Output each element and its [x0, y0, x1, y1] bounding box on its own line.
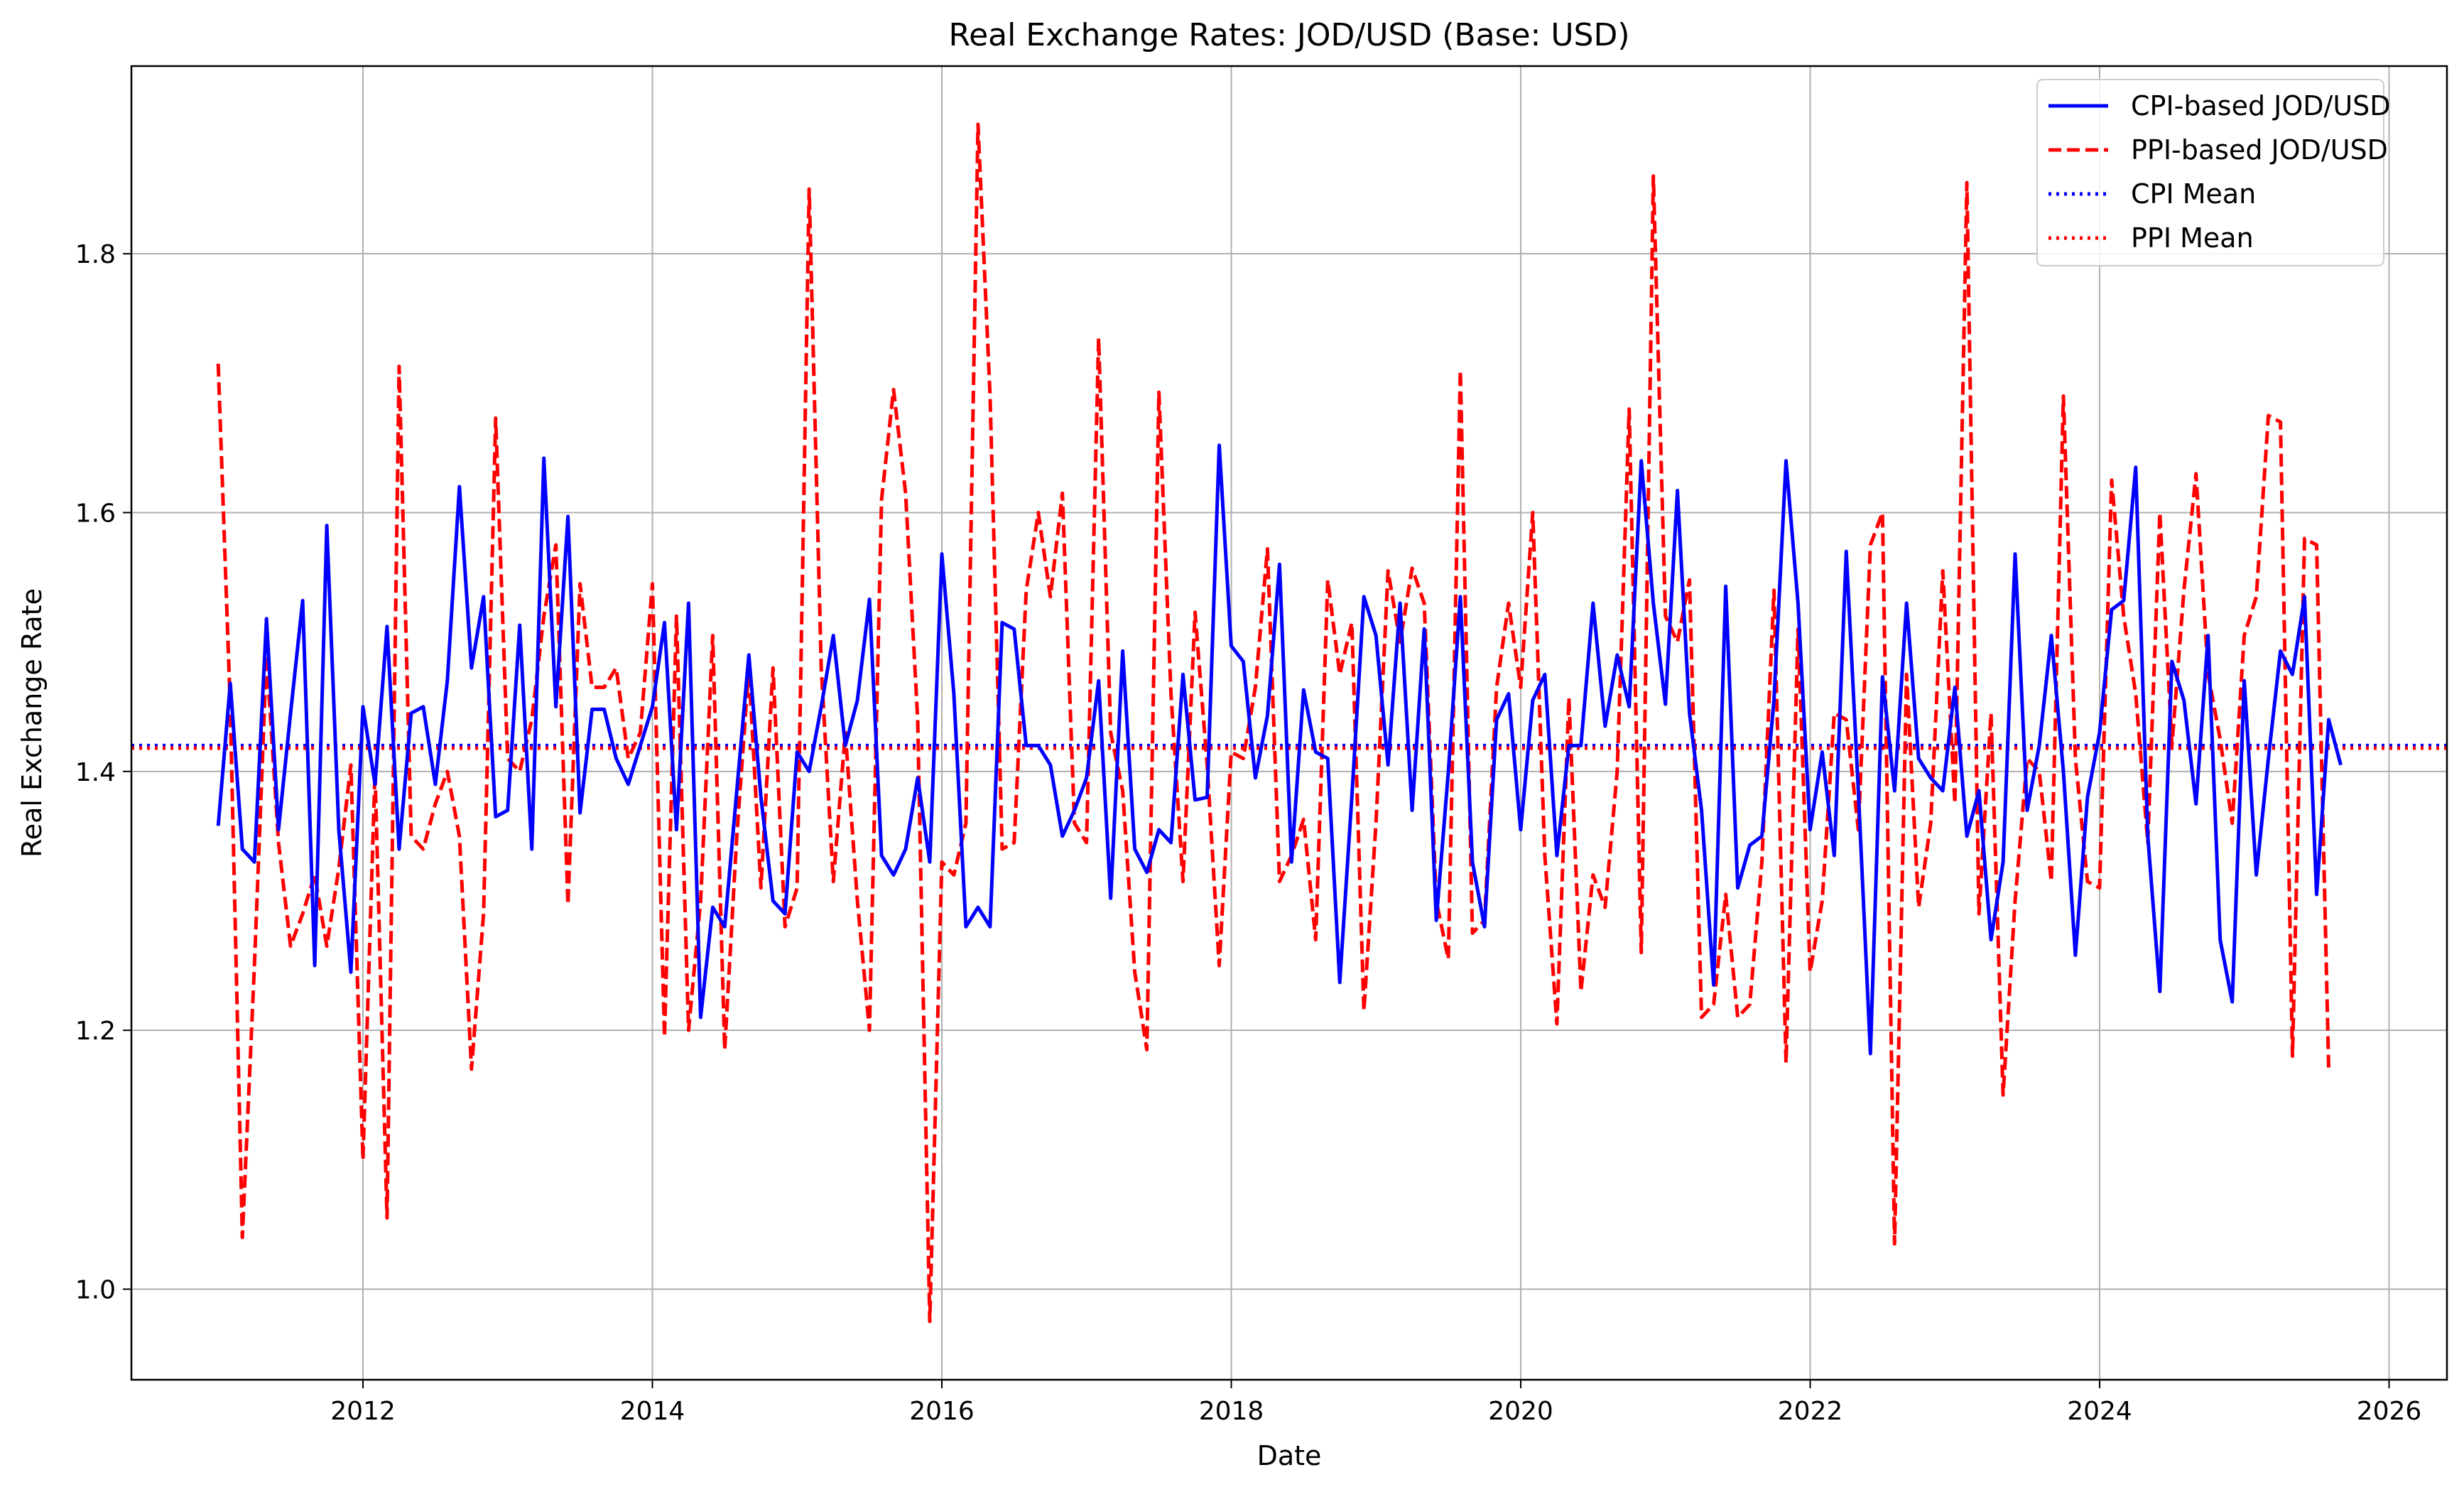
ticks: 2012 2014 2016 2018 2020 2022 2024 2026 1.0 1.2 1.… [75, 240, 2422, 1426]
x-tick-label: 2016 [909, 1397, 975, 1426]
x-tick-label: 2022 [1778, 1397, 1843, 1426]
legend-label: PPI Mean [2131, 222, 2254, 254]
y-tick-label: 1.4 [75, 758, 116, 787]
legend-box [2036, 79, 2384, 266]
x-tick-label: 2014 [620, 1397, 685, 1426]
legend-label: PPI-based JOD/USD [2131, 134, 2388, 166]
series-layer [131, 122, 2447, 1324]
chart-title: Real Exchange Rates: JOD/USD (Base: USD) [948, 17, 1629, 53]
y-axis-title: Real Exchange Rate [16, 588, 48, 858]
legend-label: CPI-based JOD/USD [2131, 90, 2391, 121]
x-tick-label: 2018 [1199, 1397, 1264, 1426]
plot-frame [130, 65, 2448, 1381]
x-axis-title: Date [1257, 1440, 1322, 1471]
x-tick-label: 2024 [2067, 1397, 2132, 1426]
x-tick-label: 2020 [1488, 1397, 1553, 1426]
cpi-based-jod-usd-line [216, 443, 2343, 1056]
y-tick-label: 1.0 [75, 1275, 116, 1304]
x-tick-label: 2026 [2357, 1397, 2422, 1426]
legend: CPI-based JOD/USD PPI-based JOD/USD CPI Me… [2036, 79, 2391, 266]
y-tick-label: 1.2 [75, 1017, 116, 1046]
legend-label: CPI Mean [2131, 178, 2256, 210]
y-tick-label: 1.8 [75, 240, 116, 269]
x-tick-label: 2012 [330, 1397, 396, 1426]
y-tick-label: 1.6 [75, 499, 116, 528]
